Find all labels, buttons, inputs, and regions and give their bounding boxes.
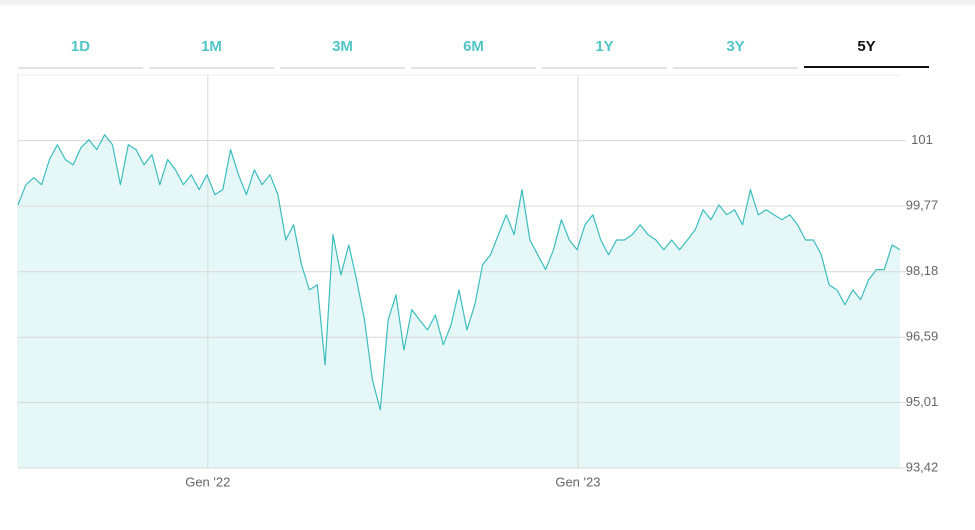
price-line xyxy=(17,134,901,411)
tab[interactable]: 3Y xyxy=(726,38,744,55)
tab[interactable]: 1Y xyxy=(595,38,613,55)
tab-underline xyxy=(673,67,798,69)
y-tick-label: 93,42 xyxy=(906,459,939,474)
y-tick-label: 96,59 xyxy=(906,329,939,344)
area-fill xyxy=(18,134,900,469)
tab[interactable]: 5Y xyxy=(857,38,875,55)
tab[interactable]: 6M xyxy=(463,38,484,55)
tab[interactable]: 1D xyxy=(71,38,90,55)
x-tick-label: Gen '22 xyxy=(185,474,230,489)
tab[interactable]: 3M xyxy=(332,38,353,55)
y-tick-label: 99,77 xyxy=(906,198,939,213)
y-tick-label: 101 xyxy=(911,132,933,147)
tab-underline xyxy=(411,67,536,69)
tab[interactable]: 1M xyxy=(201,38,222,55)
y-tick-label: 98,18 xyxy=(906,263,939,278)
tab-underline xyxy=(280,67,405,69)
x-tick-label: Gen '23 xyxy=(555,474,600,489)
tab-underline xyxy=(542,67,667,69)
tab-underline xyxy=(149,67,274,69)
tab-underline xyxy=(18,67,143,69)
tab-underline xyxy=(804,66,929,68)
y-tick-label: 95,01 xyxy=(906,394,939,409)
top-strip xyxy=(0,0,975,5)
